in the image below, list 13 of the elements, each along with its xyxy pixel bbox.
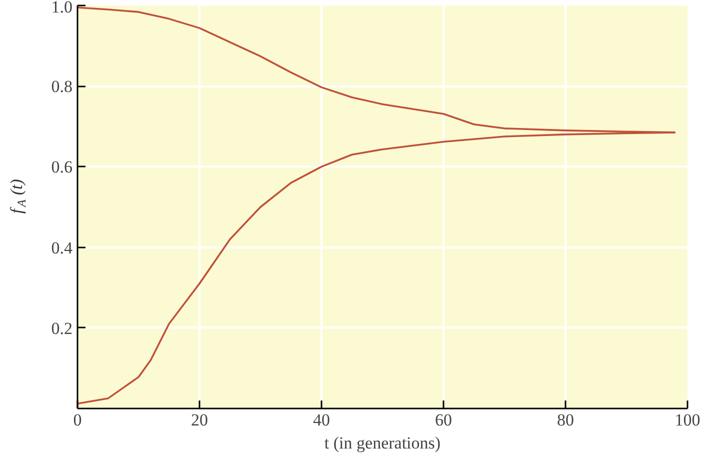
x-tick-label: 80 [557,410,574,430]
y-tick-label: 0.2 [51,318,72,338]
x-tick-label: 60 [435,410,452,430]
x-tick-label: 0 [73,410,82,430]
y-tick-label: 0.4 [51,238,73,258]
x-tick-label: 100 [674,410,700,430]
x-axis-title: t (in generations) [324,434,441,452]
y-axis-title: fA (t) [7,178,28,214]
x-tick-label: 40 [313,410,330,430]
y-tick-label: 0.8 [51,77,72,96]
y-tick-label: 1.0 [51,0,72,16]
x-tick-label: 20 [191,410,208,430]
y-tick-label: 0.6 [51,158,72,177]
